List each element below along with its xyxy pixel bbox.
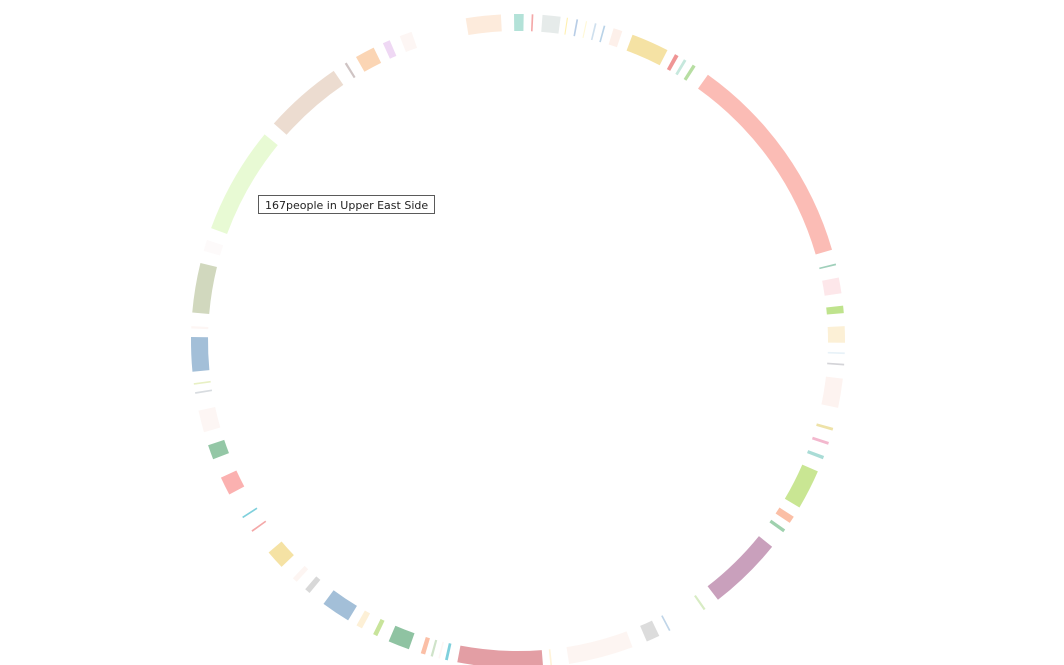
group-arc-27[interactable] — [769, 519, 786, 533]
group-arc-55[interactable] — [192, 263, 217, 314]
group-arc-45[interactable] — [268, 541, 294, 567]
group-arc-35[interactable] — [445, 643, 452, 661]
group-arc-21[interactable] — [821, 376, 843, 408]
group-arc-1[interactable] — [514, 13, 524, 32]
group-arc-60[interactable] — [355, 47, 382, 72]
group-arc-58[interactable] — [273, 70, 344, 135]
group-arc-62[interactable] — [399, 31, 418, 52]
group-arc-56[interactable] — [203, 239, 224, 256]
group-arc-28[interactable] — [707, 536, 773, 600]
group-arc-33[interactable] — [548, 649, 553, 665]
group-arc-23[interactable] — [811, 436, 829, 445]
group-arc-34[interactable] — [457, 645, 543, 665]
group-arc-16[interactable] — [822, 277, 842, 296]
group-arc-26[interactable] — [775, 507, 794, 523]
group-arc-13[interactable] — [683, 64, 696, 81]
group-arc-15[interactable] — [819, 263, 837, 270]
group-arc-3[interactable] — [541, 14, 561, 34]
group-arc-53[interactable] — [190, 337, 210, 372]
group-arc-52[interactable] — [193, 380, 211, 385]
group-arc-50[interactable] — [198, 407, 221, 433]
group-arc-14[interactable] — [698, 74, 833, 255]
group-arc-40[interactable] — [373, 618, 385, 637]
group-arc-51[interactable] — [195, 389, 213, 394]
group-arc-5[interactable] — [573, 19, 579, 37]
group-arc-24[interactable] — [807, 450, 825, 460]
group-arc-6[interactable] — [582, 21, 588, 38]
group-arc-31[interactable] — [640, 620, 660, 642]
group-arc-11[interactable] — [666, 54, 679, 71]
group-arc-9[interactable] — [608, 28, 623, 48]
group-arc-8[interactable] — [599, 25, 606, 43]
group-arc-0[interactable] — [465, 14, 502, 35]
group-arc-19[interactable] — [827, 351, 845, 355]
group-arc-42[interactable] — [323, 590, 357, 621]
group-arc-47[interactable] — [242, 507, 258, 519]
group-arc-38[interactable] — [420, 636, 430, 655]
group-arc-32[interactable] — [566, 631, 633, 664]
group-arc-49[interactable] — [208, 439, 229, 460]
group-arc-18[interactable] — [827, 326, 846, 343]
group-arc-59[interactable] — [344, 62, 356, 79]
group-arc-57[interactable] — [211, 134, 278, 234]
group-arc-41[interactable] — [356, 610, 371, 629]
group-arc-29[interactable] — [694, 594, 706, 611]
group-arc-44[interactable] — [292, 565, 309, 582]
group-arc-30[interactable] — [661, 615, 671, 632]
tooltip: 167people in Upper East Side — [258, 195, 436, 214]
group-arc-4[interactable] — [564, 17, 569, 35]
group-arc-20[interactable] — [827, 362, 845, 366]
group-arc-12[interactable] — [675, 59, 687, 76]
group-arc-43[interactable] — [305, 576, 321, 593]
group-arc-17[interactable] — [826, 305, 844, 315]
group-arc-48[interactable] — [220, 470, 245, 495]
group-arc-7[interactable] — [590, 23, 597, 41]
group-arc-37[interactable] — [430, 639, 438, 657]
group-arc-39[interactable] — [388, 625, 415, 650]
group-arc-61[interactable] — [382, 40, 397, 59]
group-arc-2[interactable] — [530, 14, 534, 32]
group-arc-54[interactable] — [191, 326, 209, 330]
group-arc-25[interactable] — [784, 464, 818, 508]
group-arc-10[interactable] — [626, 34, 668, 66]
group-arcs — [190, 13, 846, 665]
group-arc-36[interactable] — [438, 641, 445, 659]
group-arc-22[interactable] — [816, 423, 834, 431]
group-arc-46[interactable] — [251, 520, 267, 532]
